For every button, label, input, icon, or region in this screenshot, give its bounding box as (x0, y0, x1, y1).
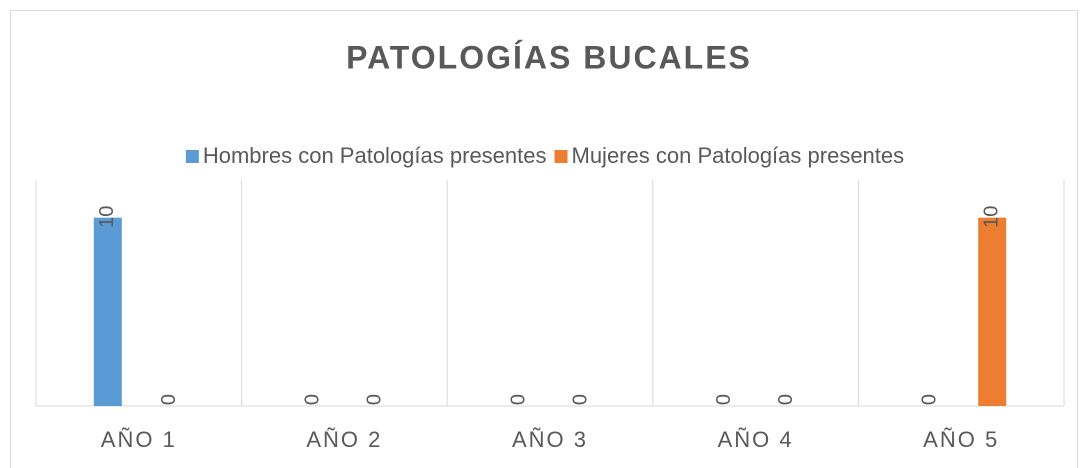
data-label: 0 (775, 394, 797, 405)
x-tick-label: AÑO 5 (923, 427, 999, 452)
chart-border (10, 10, 1078, 468)
data-label: 10 (980, 206, 1002, 228)
legend-label: Mujeres con Patologías presentes (572, 143, 905, 168)
data-label: 0 (158, 394, 180, 405)
chart-title: PATOLOGÍAS BUCALES (346, 39, 752, 75)
data-label: 0 (364, 394, 386, 405)
data-label: 0 (507, 394, 529, 405)
legend-label: Hombres con Patologías presentes (203, 143, 547, 168)
data-label: 10 (96, 206, 118, 228)
bar (93, 217, 122, 406)
x-tick-label: AÑO 2 (306, 427, 382, 452)
data-label: 0 (569, 394, 591, 405)
legend-swatch (185, 150, 199, 163)
x-tick-label: AÑO 3 (512, 427, 588, 452)
x-tick-label: AÑO 1 (101, 427, 177, 452)
data-label: 0 (302, 394, 324, 405)
data-label: 0 (918, 394, 940, 405)
legend-swatch (554, 150, 568, 163)
x-tick-label: AÑO 4 (718, 427, 794, 452)
data-label: 0 (713, 394, 735, 405)
bar (978, 217, 1007, 406)
